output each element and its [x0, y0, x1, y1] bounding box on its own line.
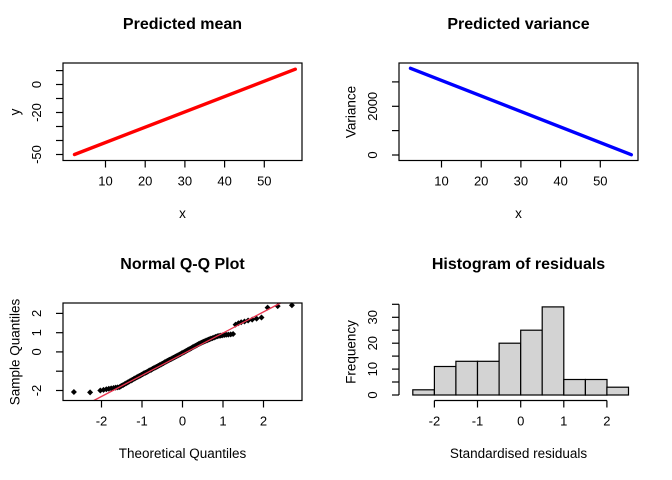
- x-tick-label: -2: [96, 414, 108, 429]
- y-tick-label: 0: [365, 391, 380, 398]
- hist-bar: [520, 329, 543, 396]
- hist-bar: [455, 360, 479, 396]
- x-tick-label: -1: [472, 414, 484, 429]
- predicted-mean-title: Predicted mean: [122, 16, 243, 33]
- qq-point: [258, 314, 265, 321]
- predicted-variance-line: [408, 66, 633, 157]
- hist-bar: [433, 365, 457, 396]
- qq-plot-x-axis-label: Theoretical Quantiles: [118, 446, 247, 461]
- y-tick-label: 0: [365, 151, 380, 158]
- qq-plot-y-axis-label: Sample Quantiles: [7, 298, 23, 406]
- y-tick-label: 20: [365, 336, 380, 350]
- y-tick-label: -2: [29, 385, 44, 397]
- qq-plot-area: -2 -1 0 1 2 2 1 0 -2: [29, 302, 303, 429]
- x-tick-label: 30: [514, 174, 528, 189]
- hist-bar: [498, 342, 522, 396]
- x-tick-label: -2: [429, 414, 441, 429]
- x-tick-label: 10: [434, 174, 448, 189]
- x-tick-label: 50: [257, 174, 271, 189]
- y-tick-label: 10: [365, 362, 380, 376]
- residual-histogram-y-axis-label: Frequency: [343, 320, 359, 384]
- x-tick-label: 1: [219, 414, 226, 429]
- predicted-mean-y-axis-label: y: [7, 108, 23, 116]
- predicted-variance-y-axis-label: Variance: [343, 85, 359, 139]
- y-tick-label: -50: [29, 145, 44, 164]
- qq-plot-title: Normal Q-Q Plot: [120, 256, 245, 273]
- y-tick-label: 0: [29, 348, 44, 355]
- qq-point: [253, 315, 260, 322]
- x-tick-label: 1: [560, 414, 567, 429]
- hist-bar: [541, 306, 565, 396]
- x-tick-label: 40: [553, 174, 567, 189]
- x-tick-label: 0: [517, 414, 524, 429]
- panel-residual-histogram: -2 -1 0 1 2 0 10 20 30 Histogram of residuals St…: [336, 240, 672, 480]
- x-tick-label: 0: [179, 414, 186, 429]
- qq-point: [87, 389, 94, 396]
- residual-histogram-x-axis-label: Standardised residuals: [449, 446, 588, 461]
- x-tick-label: 20: [474, 174, 488, 189]
- y-tick-label: 2: [29, 310, 44, 317]
- hist-bar: [584, 378, 608, 396]
- x-tick-label: -1: [136, 414, 148, 429]
- hist-bar: [606, 386, 630, 396]
- predicted-mean-plot-area: 10 20 30 40 50 0 -20 -50: [29, 62, 303, 189]
- predicted-variance-plot-area: 10 20 30 40 50 0 2000: [365, 62, 639, 189]
- x-tick-label: 40: [217, 174, 231, 189]
- residual-histogram-title: Histogram of residuals: [431, 256, 606, 273]
- hist-bar: [412, 389, 436, 396]
- panel-predicted-mean: 10 20 30 40 50 0 -20 -50 Predicted mean x y: [0, 0, 336, 240]
- plot-box: [62, 62, 303, 162]
- plot-box: [398, 62, 639, 162]
- qq-point: [70, 389, 77, 395]
- y-tick-label: 30: [365, 310, 380, 324]
- predicted-variance-x-axis-label: x: [515, 206, 522, 221]
- qq-point: [288, 302, 295, 309]
- panel-predicted-variance: 10 20 30 40 50 0 2000 Predicted variance x Var…: [336, 0, 672, 240]
- qq-reference-line: [93, 302, 281, 402]
- x-tick-label: 50: [593, 174, 607, 189]
- predicted-mean-line: [72, 67, 297, 157]
- y-tick-label: -20: [29, 103, 44, 122]
- qq-point: [230, 331, 237, 337]
- panel-qq-plot: -2 -1 0 1 2 2 1 0 -2 Normal Q-Q Plot Theoretical…: [0, 240, 336, 480]
- predicted-variance-title: Predicted variance: [447, 16, 590, 33]
- x-tick-label: 20: [138, 174, 152, 189]
- y-tick-label: 2000: [365, 92, 380, 121]
- y-tick-label: 1: [29, 329, 44, 336]
- y-tick-label: 0: [29, 81, 44, 88]
- qq-point: [103, 386, 110, 393]
- x-tick-label: 2: [260, 414, 267, 429]
- x-tick-label: 10: [98, 174, 112, 189]
- hist-bar: [563, 378, 587, 396]
- x-tick-label: 2: [603, 414, 610, 429]
- qq-point: [264, 304, 271, 311]
- x-tick-label: 30: [178, 174, 192, 189]
- hist-bar: [476, 360, 500, 396]
- predicted-mean-x-axis-label: x: [179, 206, 186, 221]
